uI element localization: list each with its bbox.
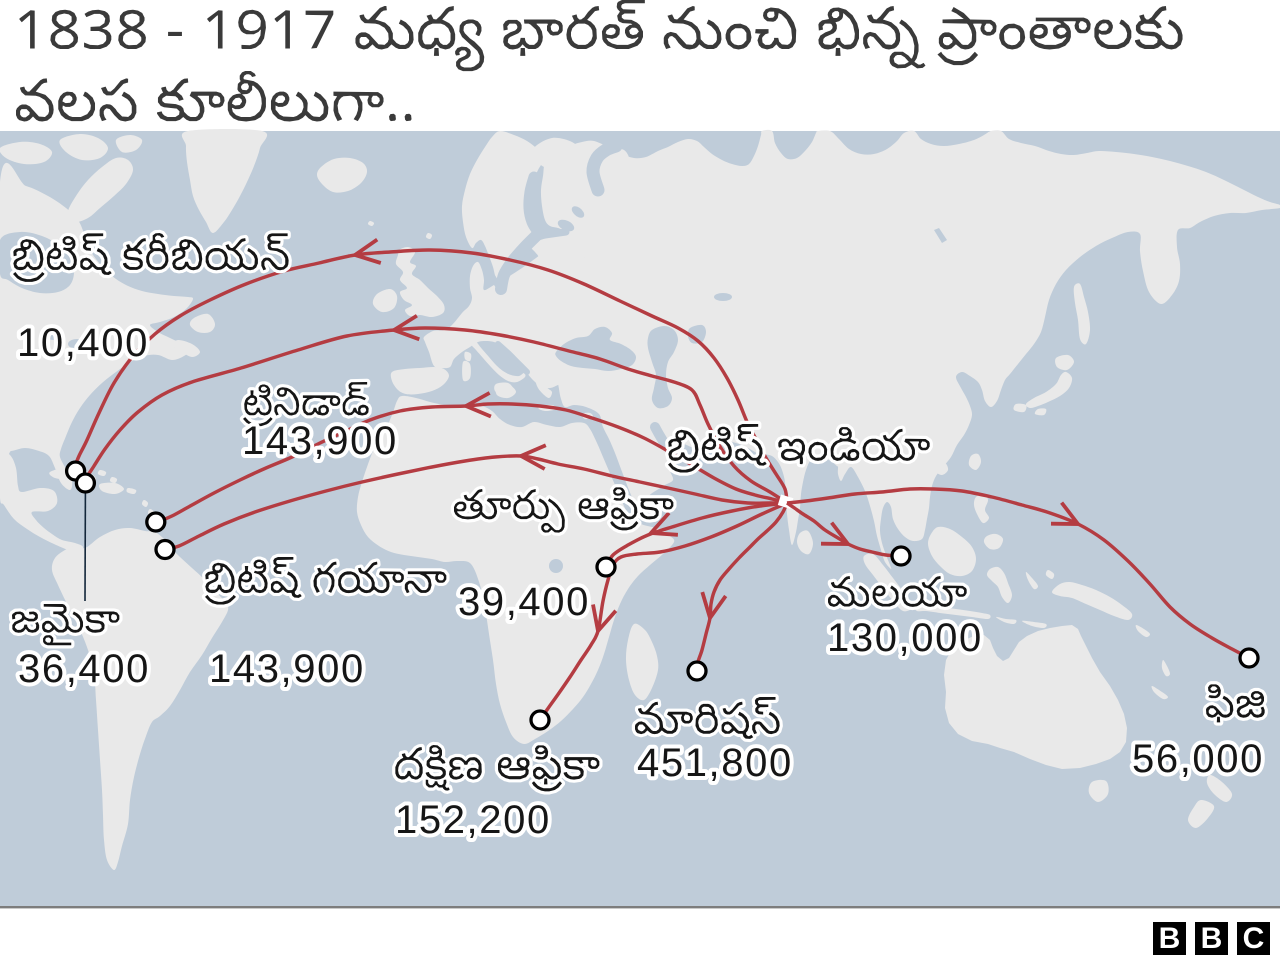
- svg-text:130,000: 130,000: [827, 616, 983, 660]
- svg-text:143,900: 143,900: [209, 647, 365, 691]
- svg-text:143,900: 143,900: [242, 419, 398, 463]
- svg-text:143,900: 143,900: [209, 647, 365, 691]
- svg-text:10,400: 10,400: [17, 321, 149, 365]
- svg-text:56,000: 56,000: [1132, 737, 1264, 781]
- svg-text:B: B: [1201, 922, 1223, 955]
- svg-text:451,800: 451,800: [637, 741, 793, 785]
- svg-text:B: B: [1159, 922, 1181, 955]
- svg-text:130,000: 130,000: [827, 616, 983, 660]
- svg-text:10,400: 10,400: [17, 321, 149, 365]
- svg-text:451,800: 451,800: [637, 741, 793, 785]
- svg-text:152,200: 152,200: [395, 798, 551, 842]
- svg-text:C: C: [1243, 922, 1265, 955]
- svg-text:56,000: 56,000: [1132, 737, 1264, 781]
- svg-text:39,400: 39,400: [458, 580, 590, 624]
- svg-text:36,400: 36,400: [18, 647, 150, 691]
- svg-text:143,900: 143,900: [242, 419, 398, 463]
- svg-text:39,400: 39,400: [458, 580, 590, 624]
- svg-text:152,200: 152,200: [395, 798, 551, 842]
- svg-text:36,400: 36,400: [18, 647, 150, 691]
